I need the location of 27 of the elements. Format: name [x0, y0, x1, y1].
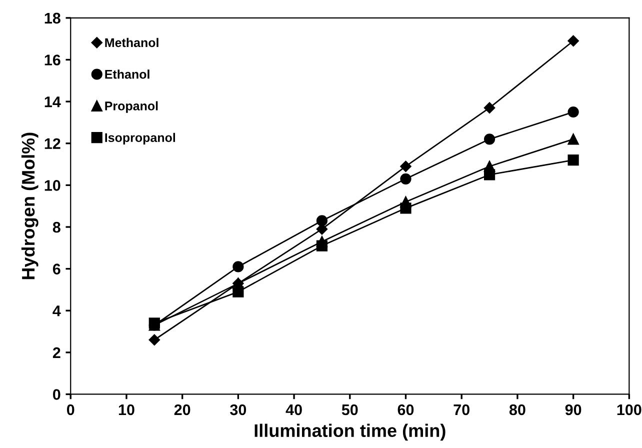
x-tick-label: 50	[342, 404, 358, 416]
x-tick-label: 100	[617, 404, 642, 416]
x-tick-label: 30	[230, 404, 246, 416]
y-tick-label: 6	[52, 264, 60, 274]
x-tick-label: 70	[454, 404, 470, 416]
x-tick-label: 60	[398, 404, 414, 416]
y-axis-title: Hydrogen (Mol%)	[21, 132, 38, 280]
y-tick-label: 0	[53, 389, 60, 400]
legend-label: Propanol	[105, 101, 158, 113]
x-tick-label: 10	[118, 404, 134, 416]
y-tick-label: 4	[52, 306, 61, 316]
y-tick-label: 12	[44, 138, 60, 149]
y-tick-label: 2	[52, 347, 60, 358]
y-tick-label: 10	[44, 180, 60, 191]
x-tick-label: 90	[565, 404, 582, 416]
legend-label: Ethanol	[105, 70, 150, 79]
x-tick-label: 40	[286, 404, 302, 416]
legend-label: Isopropanol	[105, 132, 176, 145]
x-tick-label: 0	[66, 404, 74, 416]
y-tick-label: 14	[44, 96, 61, 108]
y-tick-label: 8	[52, 222, 60, 233]
y-tick-label: 18	[44, 12, 60, 24]
x-axis-title: Illumination time (min)	[254, 424, 446, 441]
legend-label: Methanol	[105, 38, 158, 48]
x-tick-label: 80	[509, 404, 526, 416]
x-tick-label: 20	[174, 404, 190, 416]
y-tick-label: 16	[44, 54, 60, 66]
